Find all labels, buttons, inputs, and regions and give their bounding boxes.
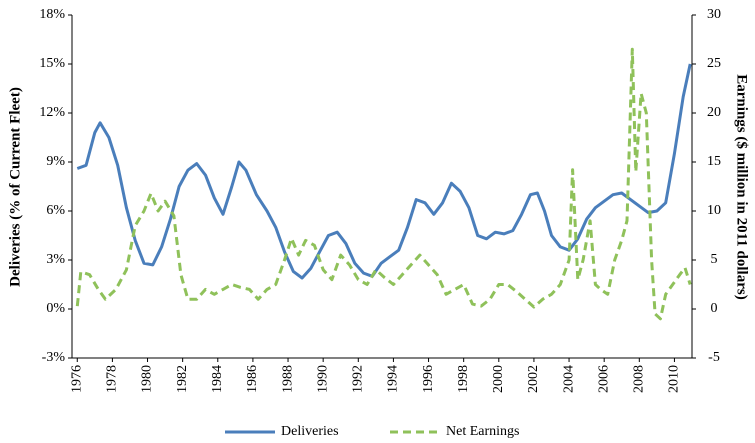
x-tick-label: 1988 [280, 365, 295, 393]
y2-tick-label: -5 [708, 350, 720, 365]
x-tick-label: 1990 [315, 365, 330, 393]
x-tick-label: 1998 [456, 365, 471, 393]
y2-tick-label: 30 [707, 7, 721, 22]
y2-tick-label: 0 [711, 301, 718, 316]
x-tick-label: 1978 [105, 365, 120, 393]
y-tick-label: 3% [46, 252, 65, 267]
legend-label: Net Earnings [446, 424, 519, 439]
y2-tick-label: 5 [711, 252, 718, 267]
legend-label: Deliveries [281, 424, 339, 439]
y2-tick-label: 20 [707, 105, 721, 120]
x-tick-label: 2006 [596, 365, 611, 393]
y2-tick-label: 15 [707, 154, 721, 169]
y2-axis-title: Earnings ($ million in 2011 dollars) [734, 74, 750, 299]
series-line [75, 47, 692, 321]
x-tick-label: 1992 [351, 365, 366, 393]
x-tick-label: 1996 [421, 365, 436, 393]
y-tick-label: 0% [46, 301, 65, 316]
y-tick-label: 12% [39, 105, 65, 120]
y2-tick-label: 25 [707, 56, 721, 71]
y-tick-label: -3% [42, 350, 66, 365]
y-tick-label: 6% [46, 203, 65, 218]
x-tick-label: 1984 [210, 365, 225, 393]
x-tick-label: 2010 [667, 365, 682, 393]
x-tick-label: 2000 [491, 365, 506, 393]
y-tick-label: 9% [46, 154, 65, 169]
x-tick-label: 2008 [632, 365, 647, 393]
x-tick-label: 1976 [69, 365, 84, 393]
x-tick-label: 2004 [561, 365, 576, 393]
y2-tick-label: 10 [707, 203, 721, 218]
y-tick-label: 18% [39, 7, 65, 22]
x-tick-label: 1982 [175, 365, 190, 393]
y-tick-label: 15% [39, 56, 65, 71]
y-axis-title: Deliveries (% of Current Fleet) [7, 87, 23, 287]
x-tick-label: 1980 [140, 365, 155, 393]
x-tick-label: 1986 [245, 365, 260, 393]
series-line [76, 63, 692, 280]
x-tick-label: 1994 [386, 365, 401, 393]
x-tick-label: 2002 [526, 365, 541, 393]
